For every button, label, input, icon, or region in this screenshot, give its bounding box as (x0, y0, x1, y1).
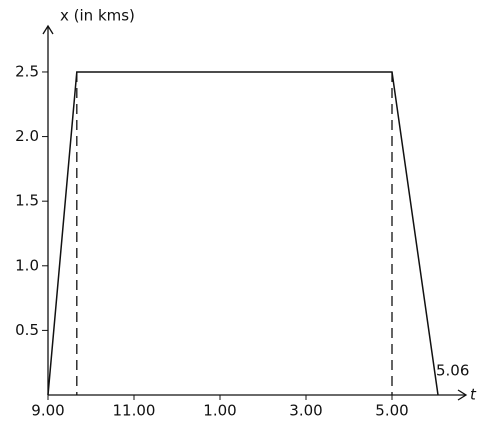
x-axis-label: t (470, 386, 477, 404)
y-tick-label: 1.5 (15, 192, 39, 210)
x-axis-arrow (457, 389, 468, 401)
x-tick-label: 5.00 (375, 402, 408, 420)
x-tick-label: 11.00 (113, 402, 156, 420)
y-axis-label: x (in kms) (60, 7, 135, 25)
y-tick-label: 2.5 (15, 62, 39, 80)
y-axis-arrow (42, 24, 54, 35)
annotation: 5.06 (436, 362, 469, 380)
y-tick-label: 0.5 (15, 321, 39, 339)
x-tick-label: 3.00 (289, 402, 322, 420)
y-tick-label: 1.0 (15, 256, 39, 274)
y-tick-label: 2.0 (15, 127, 39, 145)
series-line (47, 71, 439, 396)
x-tick-label: 9.00 (31, 402, 64, 420)
x-tick-label: 1.00 (203, 402, 236, 420)
